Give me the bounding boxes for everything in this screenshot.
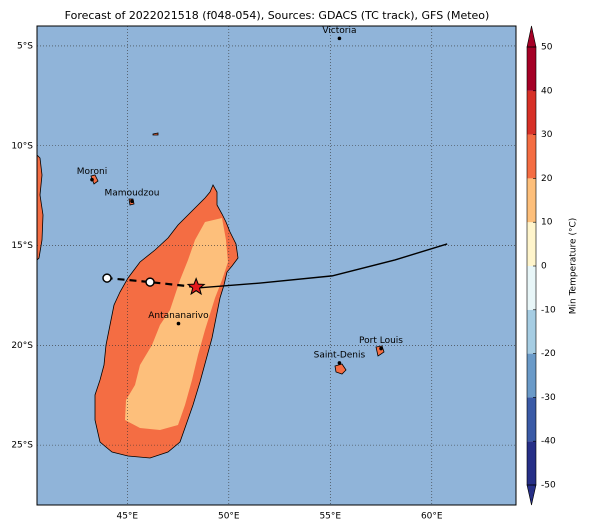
colorbar-extend-top [526, 25, 537, 48]
chart-title: Forecast of 2022021518 (f048-054), Sourc… [65, 9, 490, 22]
colorbar-segment [527, 222, 536, 266]
y-tick-label: 10°S [11, 141, 33, 151]
colorbar-segment [527, 441, 536, 485]
x-tick-label: 45°E [116, 512, 138, 522]
madagascar-highlands [125, 218, 228, 430]
city-label: Moroni [77, 167, 108, 177]
colorbar-segment [527, 178, 536, 223]
land [36, 132, 385, 459]
y-tick-label: 5°S [17, 41, 33, 51]
x-tick-label: 55°E [319, 512, 341, 522]
city-label: Antananarivo [148, 311, 209, 321]
city-label: Saint-Denis [314, 350, 366, 360]
city-label: Victoria [322, 26, 356, 36]
colorbar-tick-label: -20 [541, 349, 556, 359]
x-tick-label: 60°E [421, 512, 443, 522]
colorbar-segment [527, 134, 536, 179]
africa-coast [36, 154, 44, 261]
city-dot [337, 36, 342, 41]
colorbar-tick-label: 30 [541, 130, 553, 140]
plot-frame [36, 25, 517, 506]
city-dot [379, 346, 383, 351]
colorbar-segment [527, 309, 536, 354]
track-point [102, 273, 112, 283]
city-label: Port Louis [359, 336, 403, 346]
colorbar-tick-label: 20 [541, 174, 553, 184]
colorbar-segment [527, 90, 536, 135]
colorbar-tick-label: -50 [541, 481, 556, 491]
y-tick-label: 20°S [11, 341, 33, 351]
tracks: Victoria Moroni Mamoudzou Antananarivo Port … [77, 26, 448, 365]
comoros [90, 174, 99, 185]
city-dot [176, 321, 181, 326]
x-tick-label: 50°E [218, 512, 240, 522]
colorbar-segment [527, 353, 536, 398]
y-tick-label: 15°S [11, 241, 33, 251]
colorbar-extend-bottom [526, 484, 537, 506]
colorbar-tick-label: -30 [541, 393, 556, 403]
colorbar-label: Min Temperature (°C) [569, 218, 579, 315]
grid [37, 26, 516, 505]
city-label: Mamoudzou [105, 189, 160, 199]
colorbar-tick-label: 50 [541, 43, 553, 53]
islet [152, 132, 159, 136]
colorbar-segment [527, 397, 536, 442]
y-tick-label: 25°S [11, 441, 33, 451]
colorbar-tick-label: 10 [541, 218, 553, 228]
colorbar-tick-label: -10 [541, 305, 556, 315]
city-dot [130, 199, 134, 204]
colorbar-segment [527, 266, 536, 310]
city-dot [90, 177, 94, 182]
current-position [186, 277, 206, 296]
track-line [196, 243, 448, 289]
colorbar-tick-label: -40 [541, 437, 556, 447]
track-line [106, 276, 197, 289]
city-dot [337, 361, 342, 365]
reunion [334, 363, 347, 375]
colorbar-tick-label: 0 [541, 262, 547, 272]
colorbar-segment [527, 47, 536, 91]
colorbar-tick-label: 40 [541, 86, 553, 96]
track-point [145, 277, 155, 287]
